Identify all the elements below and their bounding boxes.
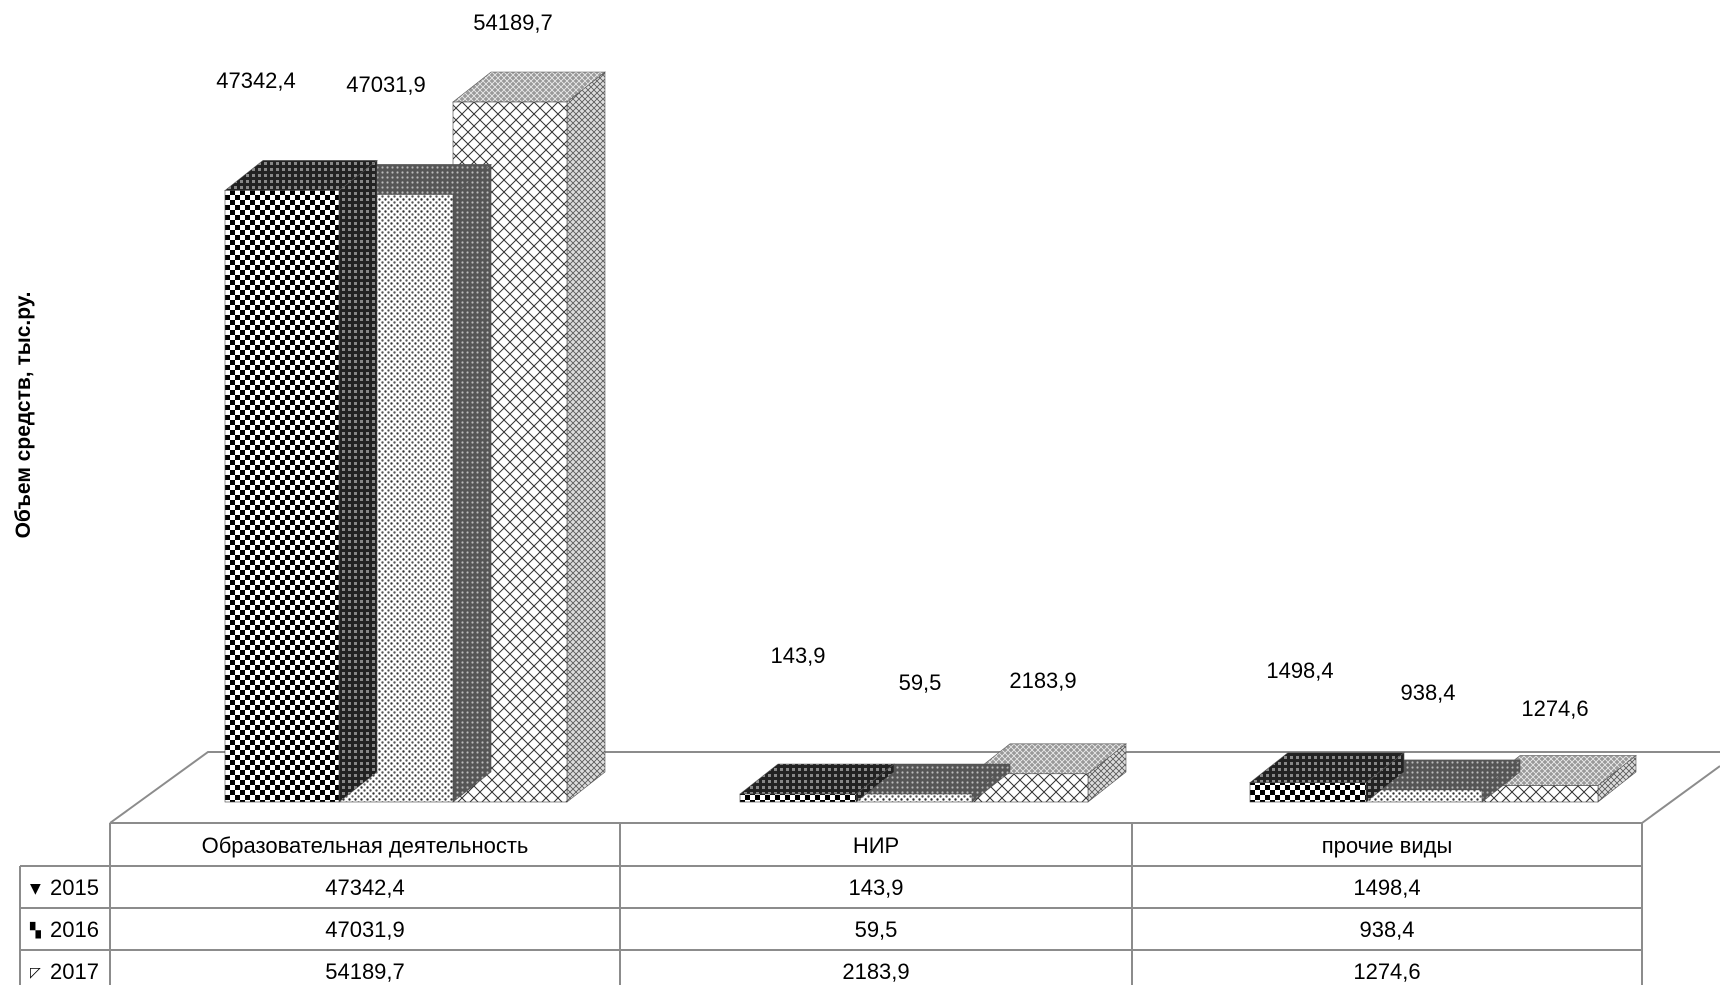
- legend-key-2017: ◸: [30, 965, 41, 981]
- y-axis-title: Объем средств, тыс.ру.: [12, 292, 35, 539]
- bar-front: [1365, 789, 1483, 803]
- legend-label-2016: 2016: [50, 917, 99, 942]
- legend-key-2015: ▼: [30, 881, 41, 897]
- data-label-2015-3: 1498,4: [1266, 658, 1333, 683]
- bar-2015-3: [1249, 752, 1405, 803]
- data-label-2016-2: 59,5: [899, 670, 942, 695]
- data-label-2016-3: 938,4: [1400, 680, 1455, 705]
- bar-front: [739, 793, 857, 803]
- table-header-1: Образовательная деятельность: [202, 833, 529, 858]
- legend-label-2015: 2015: [50, 875, 99, 900]
- data-label-2015-1: 47342,4: [216, 68, 296, 93]
- bar-front: [1249, 782, 1367, 803]
- bar-2015-2: [739, 763, 895, 803]
- table-cell-2017-3: 1274,6: [1353, 959, 1420, 984]
- data-label-2017-1: 54189,7: [473, 10, 553, 35]
- table-cell-2017-1: 54189,7: [325, 959, 405, 984]
- bar-side: [452, 163, 492, 803]
- legend-label-2017: 2017: [50, 959, 99, 984]
- table-cell-2017-2: 2183,9: [842, 959, 909, 984]
- bar-2015-1: [224, 159, 378, 803]
- table-cell-2015-1: 47342,4: [325, 875, 405, 900]
- bars-layer: [224, 71, 1637, 803]
- bar-side: [566, 71, 606, 803]
- table-header-2: НИР: [853, 833, 899, 858]
- data-label-2015-2: 143,9: [770, 643, 825, 668]
- table-cell-2016-2: 59,5: [855, 917, 898, 942]
- bar-2016-3: [1365, 759, 1521, 803]
- table-cell-2016-3: 938,4: [1359, 917, 1414, 942]
- bar-2017-2: [971, 743, 1127, 803]
- bar-side: [338, 159, 378, 803]
- table-cell-2016-1: 47031,9: [325, 917, 405, 942]
- data-label-2016-1: 47031,9: [346, 72, 426, 97]
- data-table: Образовательная деятельность НИР прочие ви…: [19, 822, 1643, 985]
- bar-front: [855, 793, 973, 803]
- data-labels-layer: 47342,4 47031,9 54189,7 143,9 59,5 2183,9 1498…: [216, 10, 1588, 721]
- table-cell-2015-3: 1498,4: [1353, 875, 1420, 900]
- data-label-2017-2: 2183,9: [1009, 668, 1076, 693]
- table-cell-2015-2: 143,9: [848, 875, 903, 900]
- data-label-2017-3: 1274,6: [1521, 696, 1588, 721]
- legend-key-2016: ▚: [29, 921, 41, 939]
- bar-front: [224, 190, 340, 803]
- table-header-3: прочие виды: [1322, 833, 1453, 858]
